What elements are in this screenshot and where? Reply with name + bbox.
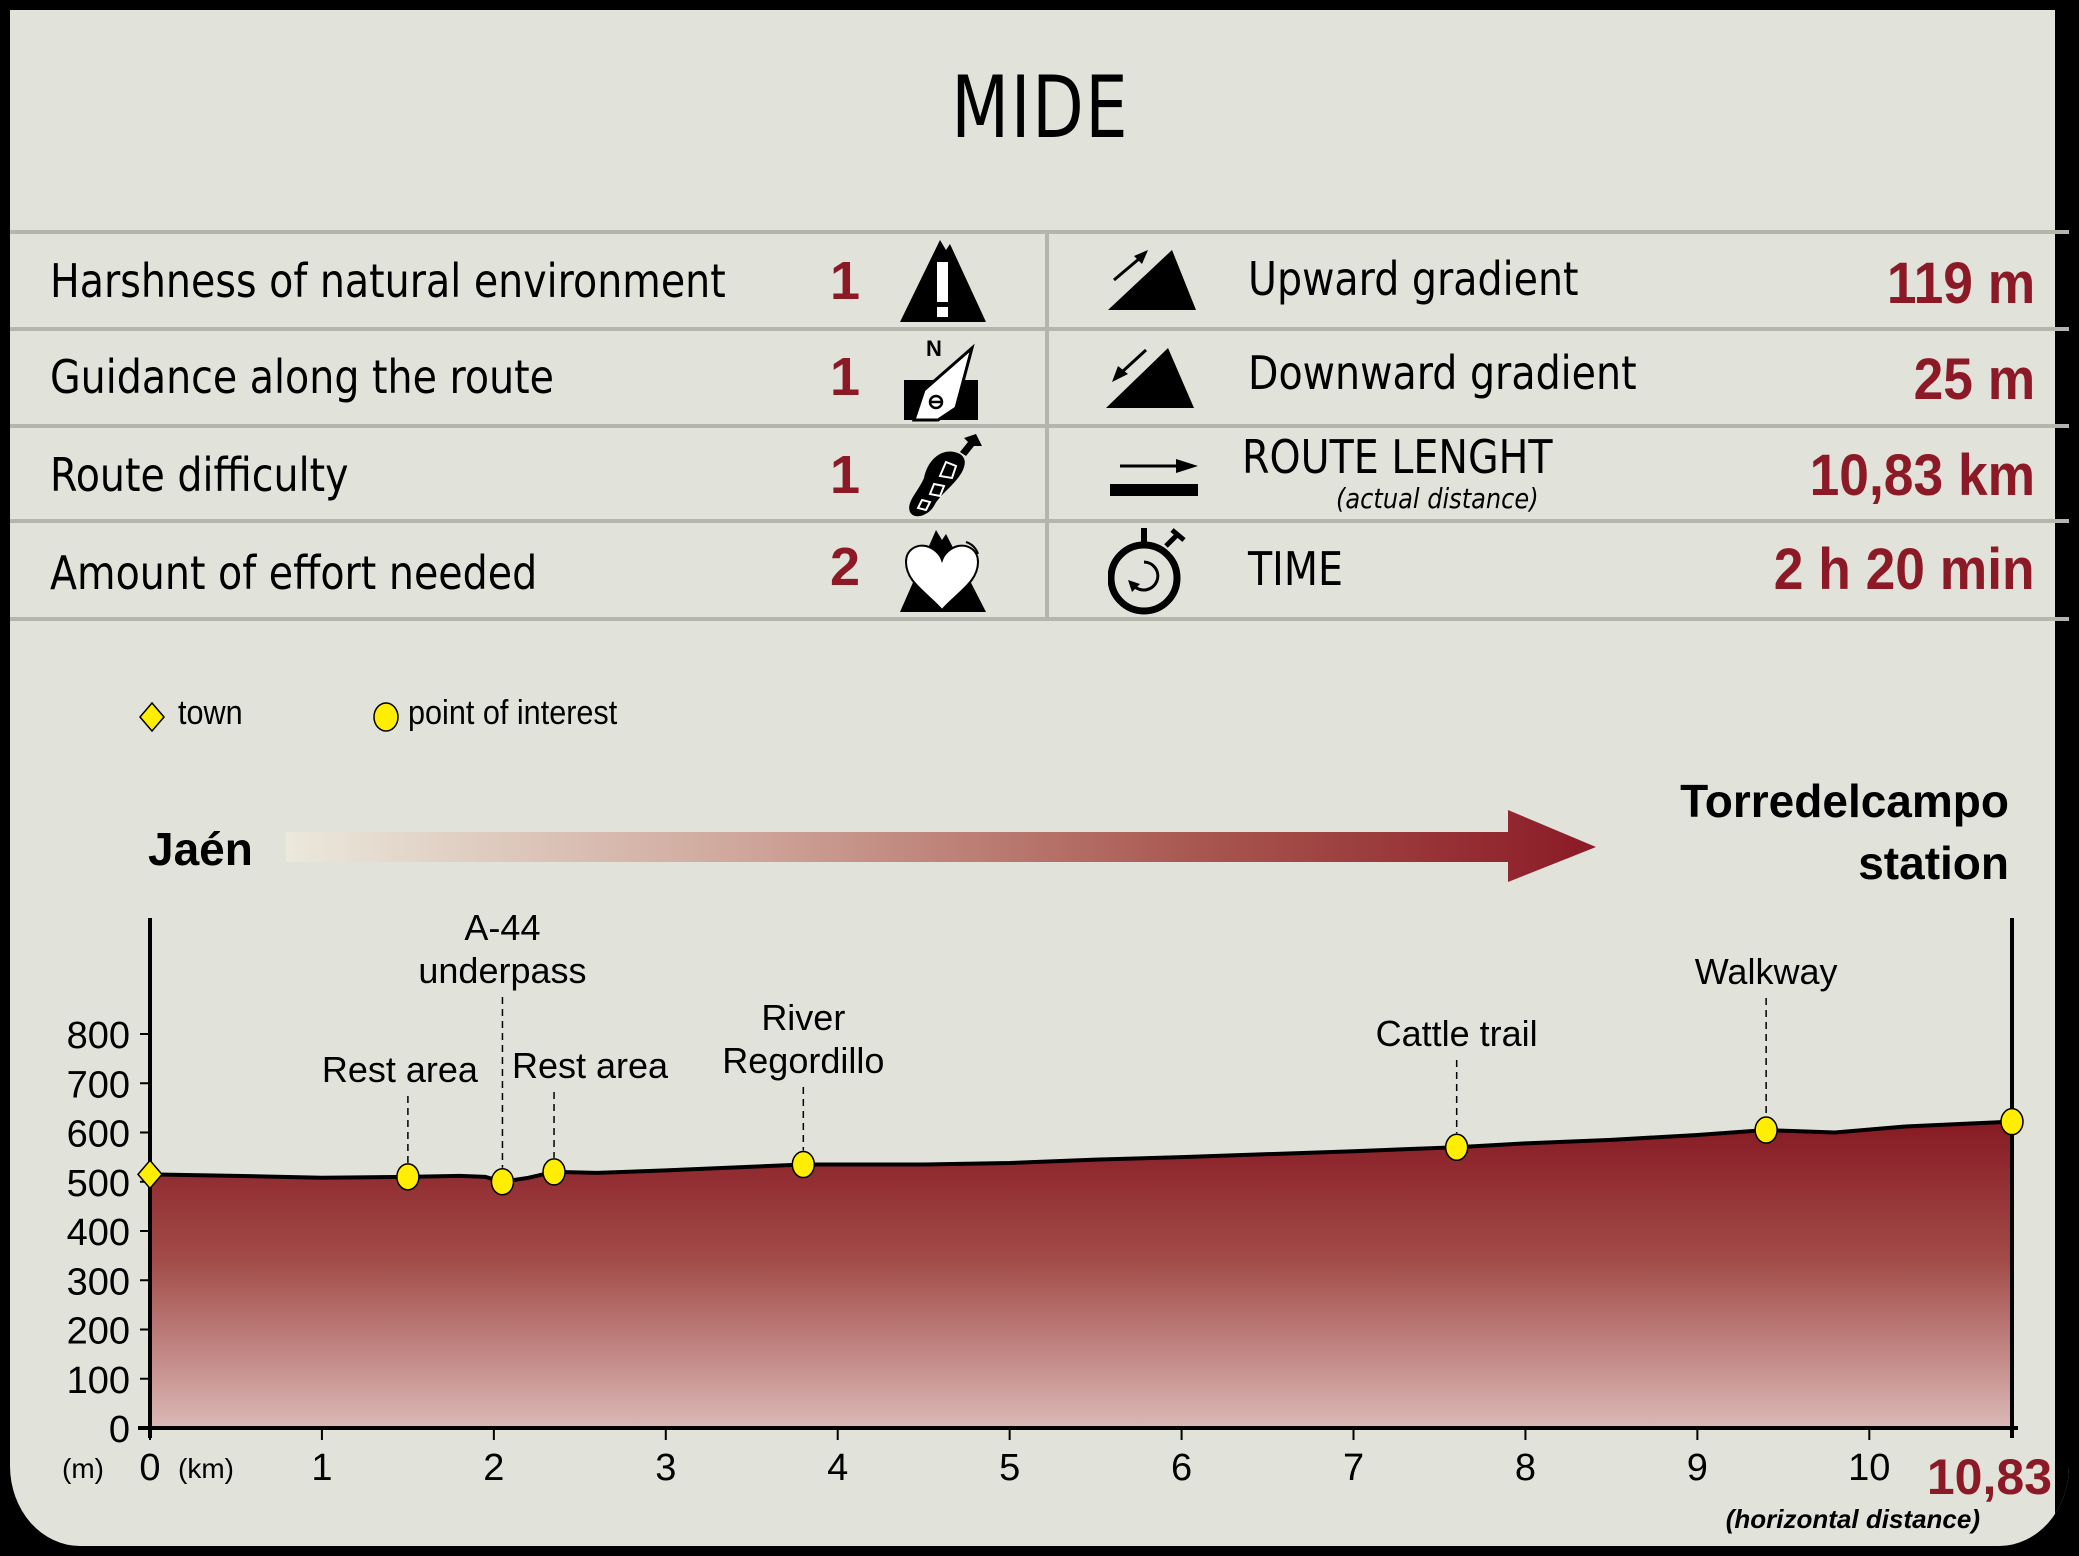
x-tick-label: 5: [999, 1447, 1020, 1489]
elevation-area: [150, 1121, 2012, 1428]
poi-label: Rest area: [322, 1049, 479, 1090]
poi-label: Regordillo: [722, 1040, 884, 1081]
poi-label: Walkway: [1695, 951, 1838, 992]
poi-marker: [542, 1158, 566, 1186]
end-town-label-line2: station: [1858, 837, 2009, 889]
mountain-warning-icon: [900, 240, 986, 322]
poi-label: Cattle trail: [1376, 1013, 1538, 1054]
legend-town-label: town: [178, 694, 243, 732]
end-town-label-line1: Torredelcampo: [1680, 775, 2009, 827]
row-label: Downward gradient: [1248, 346, 1637, 400]
y-tick-label: 200: [67, 1311, 130, 1353]
table-divider: [10, 617, 2069, 621]
svg-text:N: N: [926, 336, 942, 361]
route-length-icon: [1110, 459, 1198, 496]
x-tick-label: 7: [1343, 1447, 1364, 1489]
town-diamond-icon: [139, 702, 165, 732]
x-tick-label: 4: [827, 1447, 848, 1489]
x-end-label: 10,83: [1927, 1449, 2052, 1505]
poi-marker: [490, 1168, 515, 1196]
compass-icon: N: [904, 336, 978, 422]
x-axis-note: (horizontal distance): [1726, 1504, 1980, 1534]
table-divider: [10, 230, 2069, 234]
y-tick-label: 300: [67, 1261, 130, 1303]
row-label: Upward gradient: [1248, 252, 1579, 306]
direction-arrow-icon: [286, 810, 1596, 882]
y-tick-label: 100: [67, 1360, 130, 1402]
y-axis-unit: (m): [62, 1453, 104, 1484]
upward-gradient-icon: [1108, 250, 1196, 310]
downward-gradient-icon: [1106, 348, 1194, 408]
row-value: 2: [830, 537, 861, 597]
y-tick-label: 500: [67, 1163, 130, 1205]
legend-poi-label: point of interest: [408, 694, 618, 732]
y-tick-label: 400: [67, 1212, 130, 1254]
x-tick-label: 8: [1515, 1447, 1536, 1489]
row-value: 2 h 20 min: [1774, 537, 2035, 602]
page-title: MIDE: [951, 58, 1130, 158]
start-town-label: Jaén: [148, 823, 253, 875]
row-label: Amount of effort needed: [50, 546, 538, 600]
row-value: 119 m: [1886, 251, 2035, 316]
x-tick-label: 2: [483, 1447, 504, 1489]
x-tick-label: 1: [311, 1447, 332, 1489]
row-label: Route difficulty: [50, 448, 349, 502]
poi-label: A-44: [464, 907, 540, 948]
y-tick-label: 700: [67, 1064, 130, 1106]
town-marker: [137, 1159, 163, 1190]
stopwatch-icon: [1108, 528, 1186, 615]
poi-label: Rest area: [512, 1045, 669, 1086]
x-tick-label: 6: [1171, 1447, 1192, 1489]
poi-label: River: [761, 997, 845, 1038]
row-value: 1: [830, 347, 861, 407]
boot-sole-icon: [909, 434, 982, 517]
x-tick-label: 3: [655, 1447, 676, 1489]
table-column-divider: [1045, 232, 1049, 620]
x-tick-label: 9: [1687, 1447, 1708, 1489]
row-label: ROUTE LENGHT: [1242, 430, 1553, 484]
table-divider: [10, 424, 2069, 428]
row-label: Harshness of natural environment: [50, 254, 726, 308]
row-value: 25 m: [1913, 347, 2035, 412]
poi-marker: [396, 1163, 420, 1191]
x-axis-unit: (km): [178, 1453, 234, 1484]
row-sublabel: (actual distance): [1336, 482, 1539, 515]
row-label: TIME: [1248, 542, 1343, 596]
row-value: 10,83 km: [1809, 443, 2035, 508]
poi-label: underpass: [418, 950, 586, 991]
y-tick-label: 600: [67, 1114, 130, 1156]
heart-mountain-icon: [900, 530, 986, 612]
poi-marker: [1754, 1116, 1778, 1144]
poi-marker: [1444, 1133, 1469, 1162]
row-label: Guidance along the route: [50, 350, 555, 404]
row-value: 1: [830, 445, 861, 505]
x-tick-label: 10: [1848, 1447, 1890, 1489]
table-divider: [10, 519, 2069, 523]
y-tick-label: 800: [67, 1015, 130, 1057]
row-value: 1: [830, 251, 861, 311]
table-divider: [10, 327, 2069, 331]
poi-circle-icon: [373, 702, 399, 732]
poi-marker: [2000, 1107, 2024, 1136]
poi-marker: [791, 1150, 816, 1179]
elevation-line: [149, 1119, 2013, 1184]
x-tick-label: 0: [139, 1447, 160, 1489]
y-tick-label: 0: [109, 1409, 130, 1451]
